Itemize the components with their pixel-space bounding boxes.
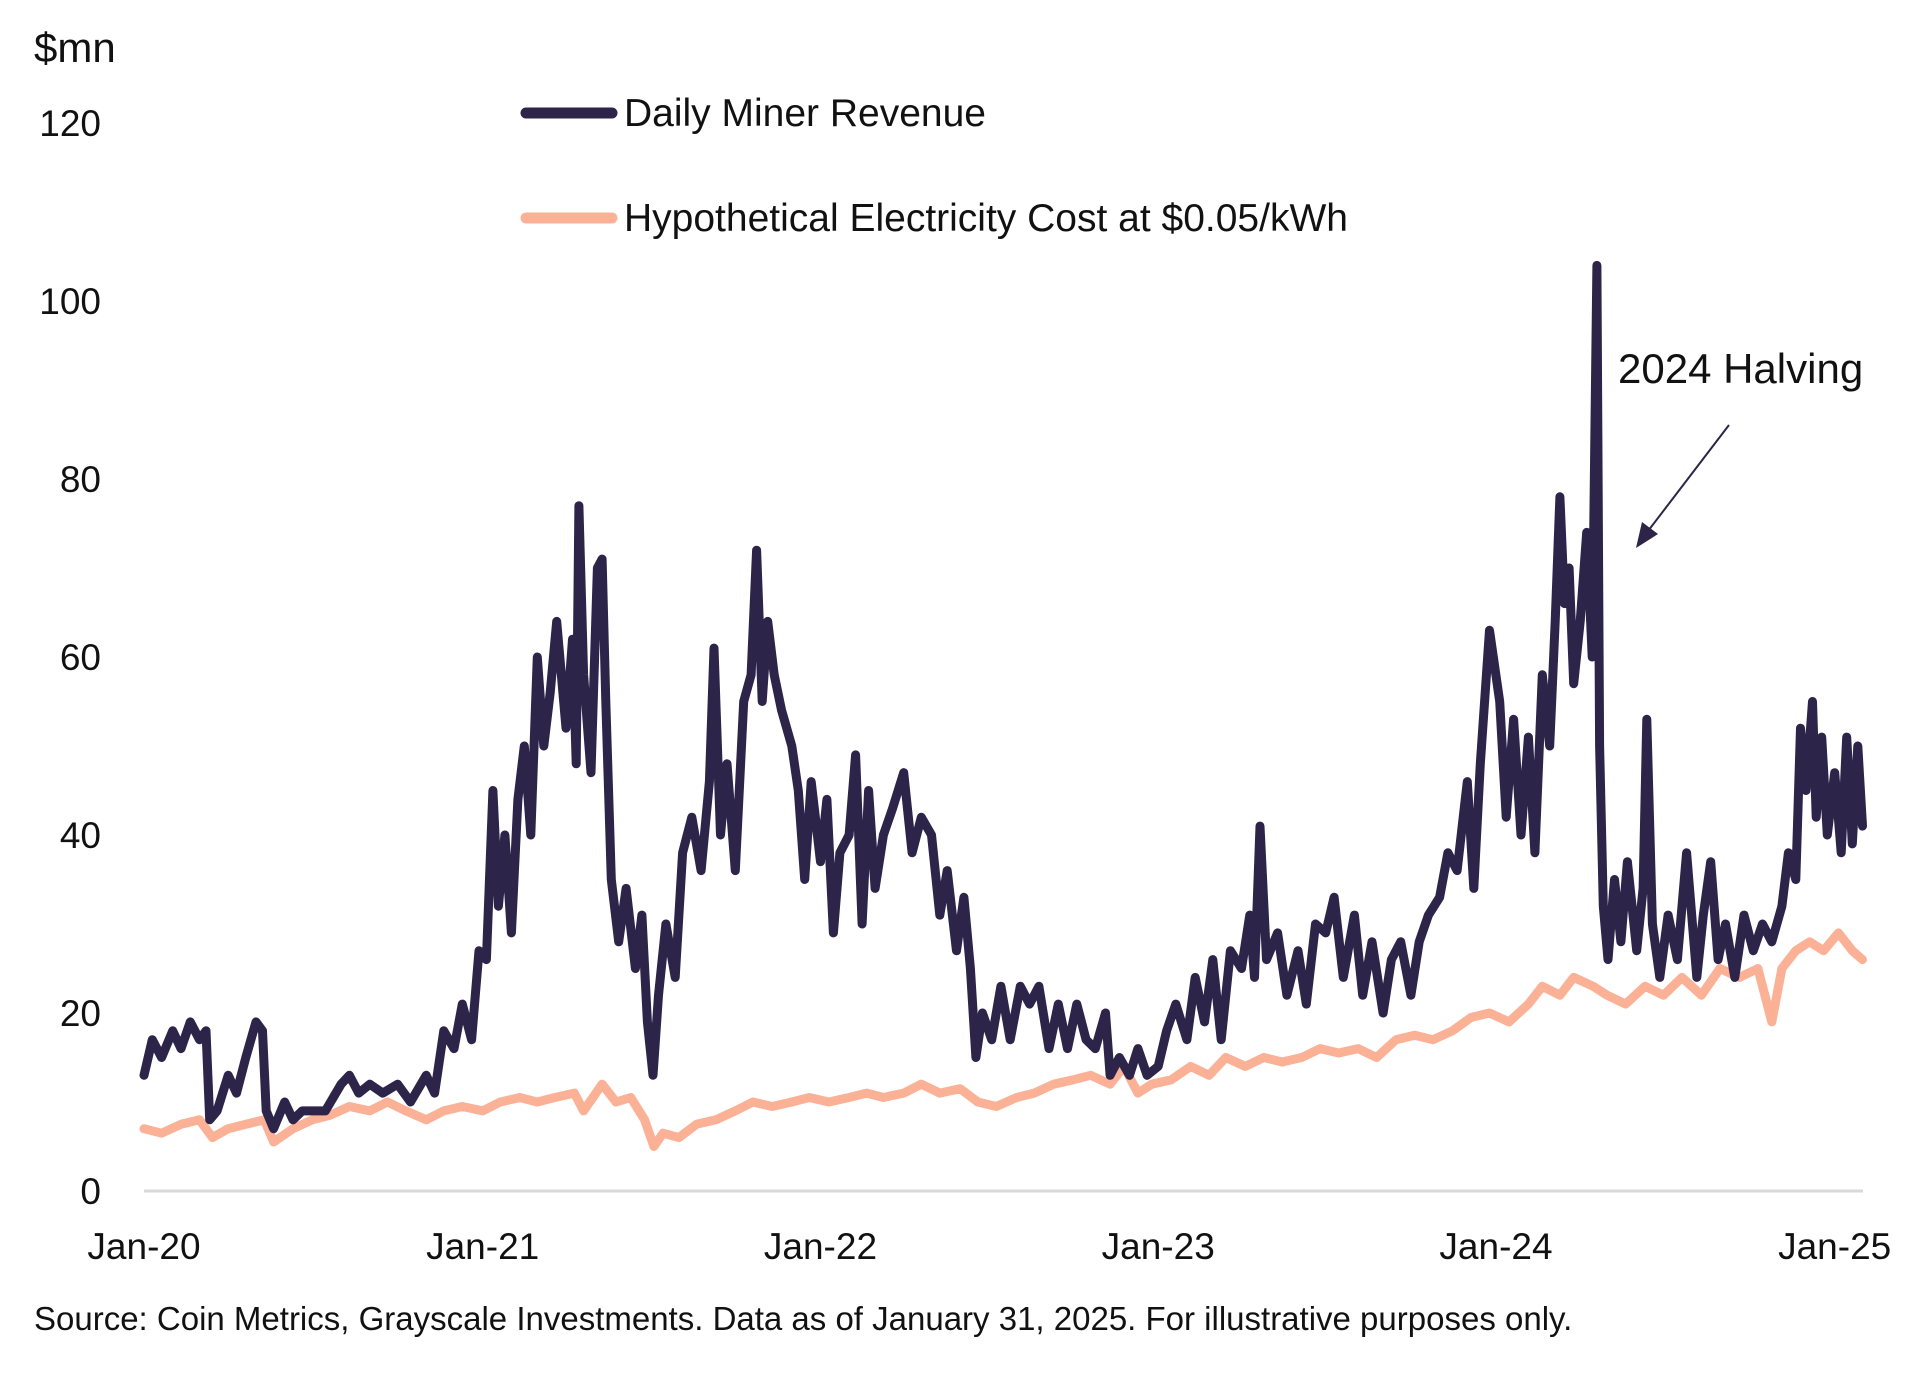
legend-label-miner-revenue: Daily Miner Revenue	[624, 92, 986, 135]
annotation-arrowhead-icon	[1636, 522, 1658, 548]
x-tick-label: Jan-23	[1102, 1226, 1215, 1267]
x-tick-label: Jan-22	[764, 1226, 877, 1267]
y-tick-label: 80	[60, 459, 101, 500]
series-group	[139, 260, 1867, 1151]
y-tick-label: 0	[80, 1171, 101, 1212]
legend-label-electricity-cost: Hypothetical Electricity Cost at $0.05/k…	[624, 197, 1348, 240]
x-axis-ticks: Jan-20 Jan-21 Jan-22 Jan-23 Jan-24 Jan-25	[87, 1226, 1891, 1267]
annotation-label: 2024 Halving	[1618, 345, 1863, 392]
y-axis-label: $mn	[34, 24, 116, 71]
y-tick-label: 20	[60, 993, 101, 1034]
x-tick-label: Jan-25	[1778, 1226, 1891, 1267]
x-tick-label: Jan-24	[1439, 1226, 1552, 1267]
y-axis-ticks: 0 20 40 60 80 100 120	[39, 103, 101, 1212]
source-note: Source: Coin Metrics, Grayscale Investme…	[34, 1300, 1572, 1337]
halving-annotation: 2024 Halving	[1618, 345, 1863, 548]
miner-revenue-line	[139, 260, 1867, 1134]
electricity-cost-line	[139, 928, 1867, 1151]
series-miner-revenue	[139, 260, 1867, 1134]
x-tick-label: Jan-21	[426, 1226, 539, 1267]
y-tick-label: 120	[39, 103, 101, 144]
series-electricity-cost	[139, 928, 1867, 1151]
y-tick-label: 60	[60, 637, 101, 678]
annotation-arrow-line	[1644, 424, 1730, 536]
legend: Daily Miner Revenue Hypothetical Electri…	[520, 92, 1348, 240]
x-tick-label: Jan-20	[87, 1226, 200, 1267]
y-tick-label: 40	[60, 815, 101, 856]
y-tick-label: 100	[39, 281, 101, 322]
